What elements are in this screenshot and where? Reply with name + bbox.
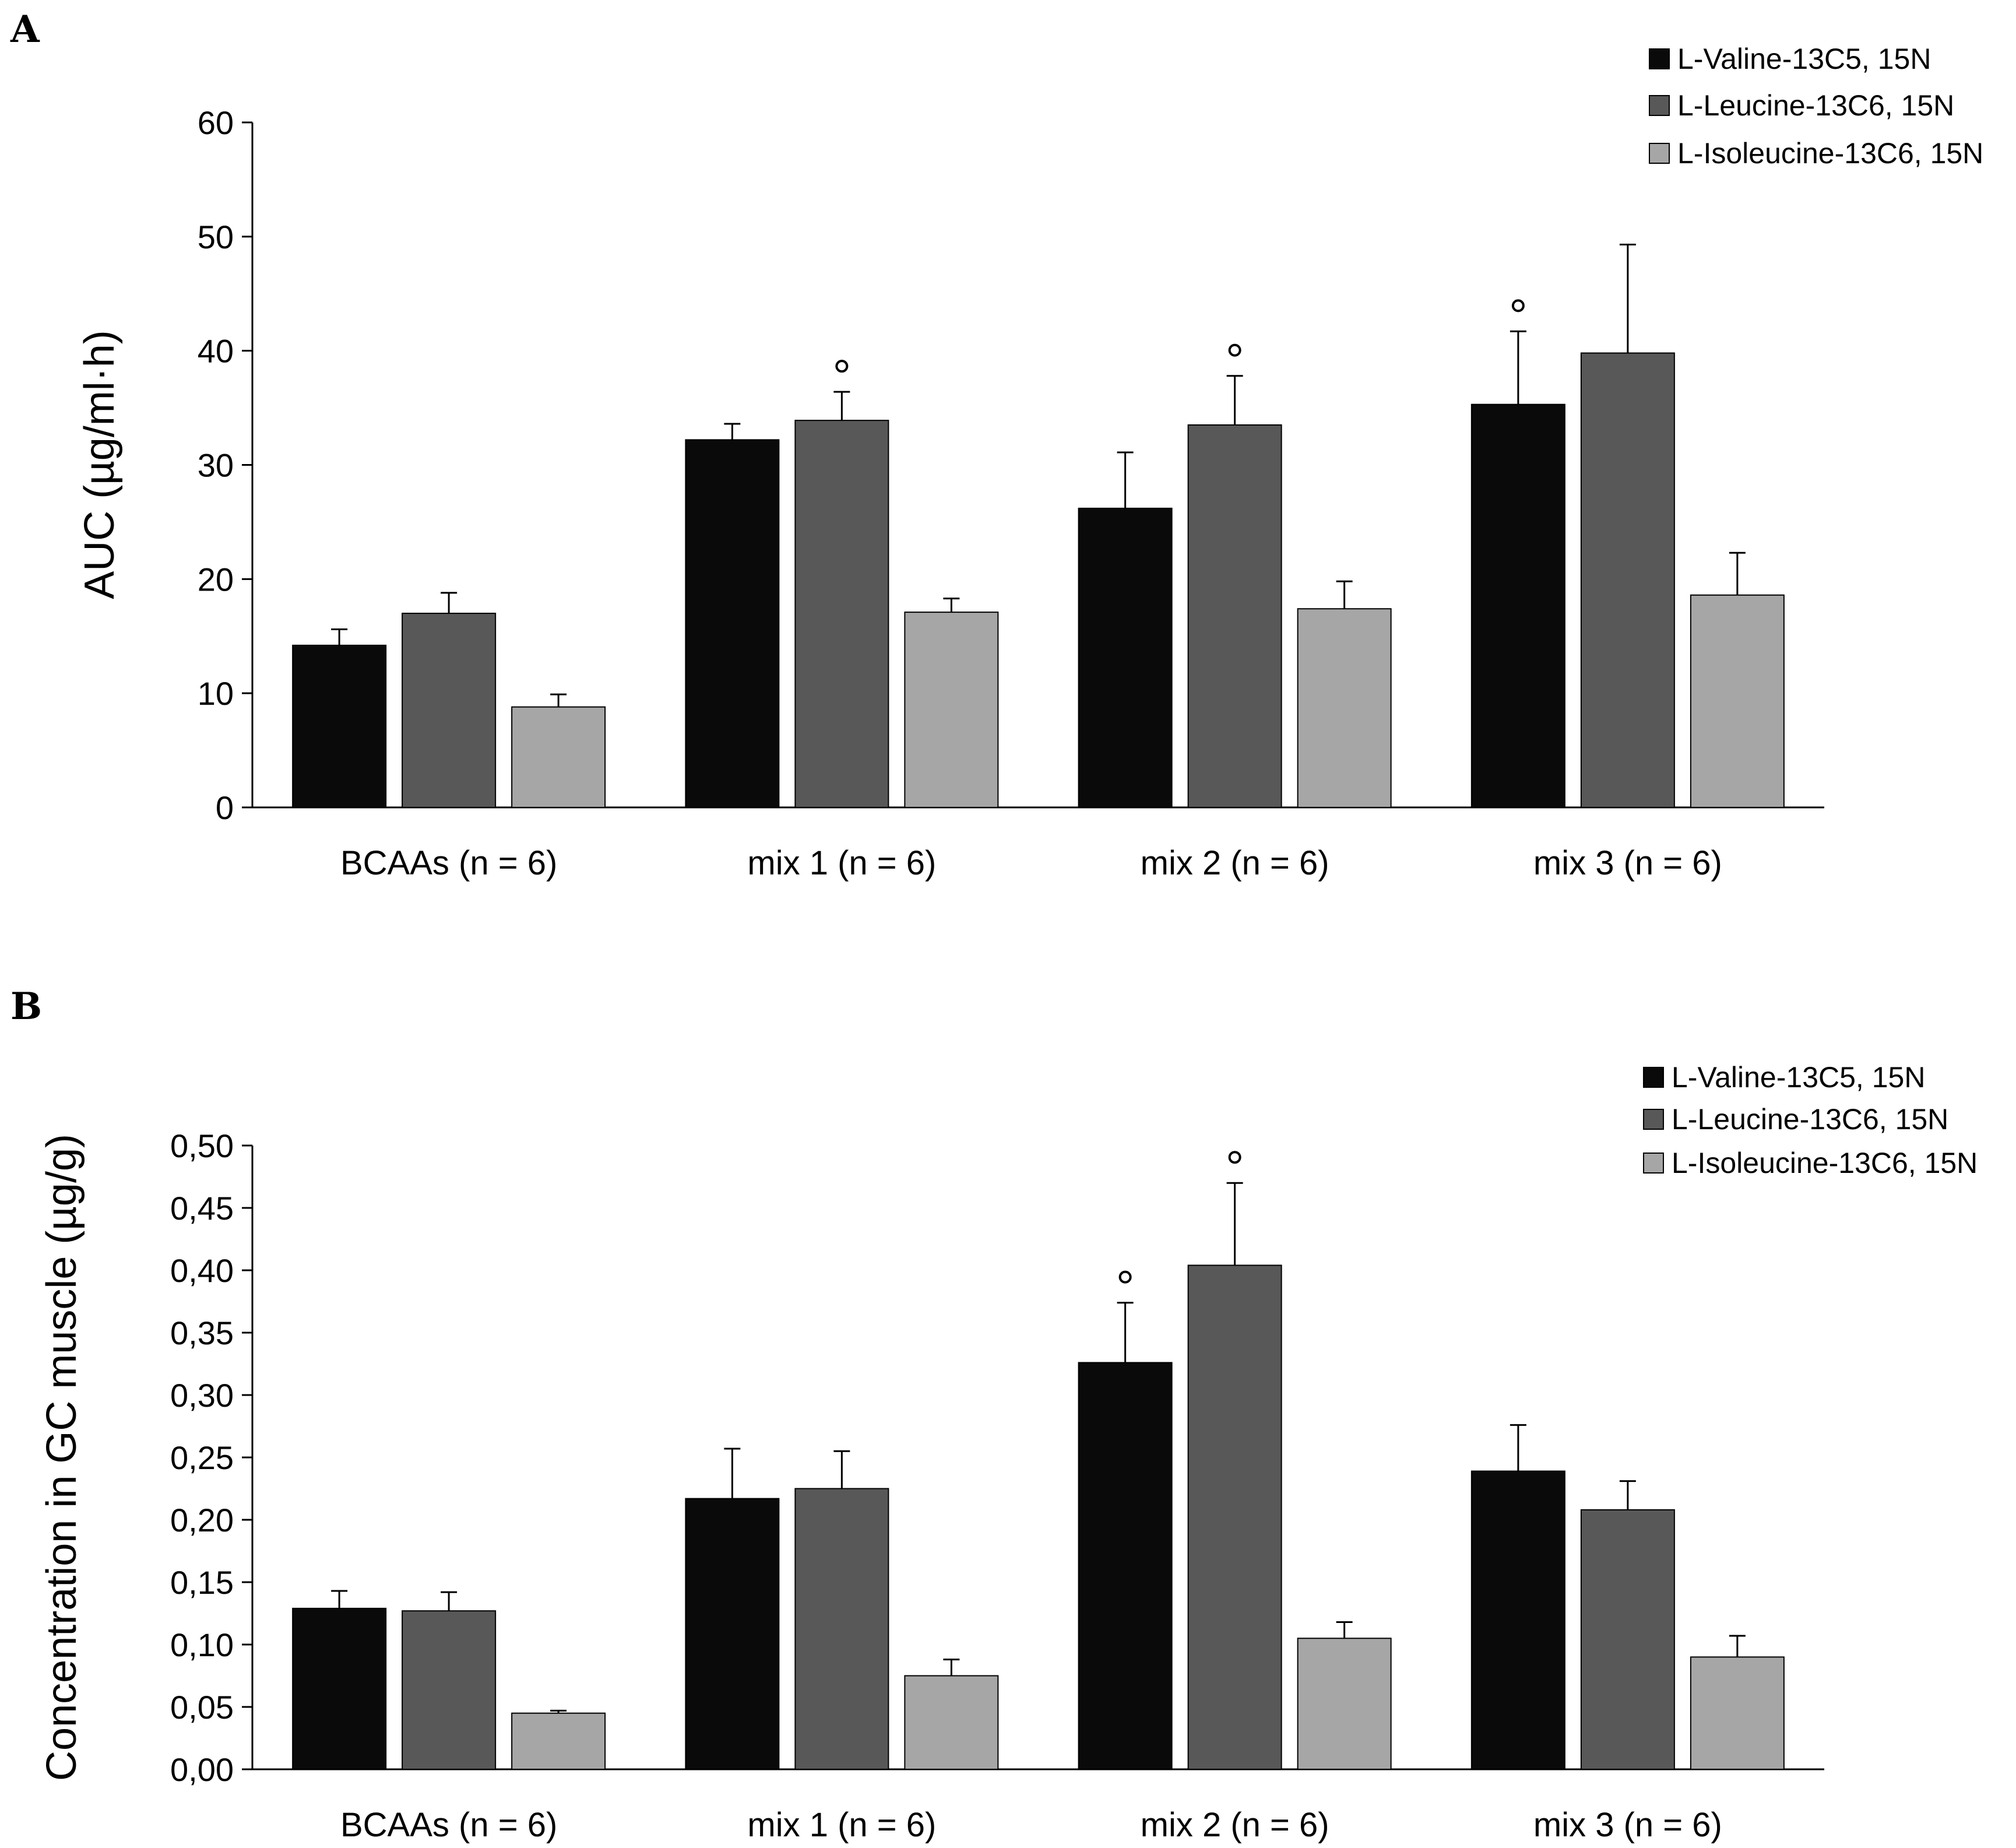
bar [1580,1509,1675,1770]
significance-marker [1511,299,1525,312]
x-tick-label: BCAAs (n = 6) [340,1806,557,1844]
y-tick-label: 0,25 [170,1439,234,1476]
bar [1580,352,1675,808]
legend-label: L-Leucine-13C6, 15N [1672,1103,1948,1136]
legend-label: L-Valine-13C5, 15N [1677,43,1931,75]
bar [904,1675,999,1770]
y-tick-label: 10 [198,675,234,712]
y-axis-title: Concentration in GC muscle (µg/g) [38,1134,85,1781]
y-tick-label: 50 [198,219,234,255]
y-tick-label: 0,05 [170,1689,234,1726]
bar [794,1488,889,1770]
bar [1078,1362,1173,1770]
bar [904,612,999,808]
bar [685,1498,780,1770]
y-tick-label: 0,40 [170,1252,234,1289]
bar [511,706,606,808]
significance-marker [1118,1270,1132,1284]
bar [1297,1638,1392,1770]
y-tick-label: 30 [198,447,234,484]
legend-swatch [1643,1109,1664,1130]
bar [292,644,387,808]
bar [402,613,497,809]
y-tick-label: 40 [198,333,234,370]
x-tick-label: mix 1 (n = 6) [747,844,936,882]
bar [1470,1470,1565,1770]
bar [402,1610,497,1770]
bar [1470,403,1565,808]
y-tick-label: 60 [198,104,234,141]
bar [511,1712,606,1770]
y-tick-label: 0,30 [170,1377,234,1414]
legend-swatch [1649,143,1670,164]
y-tick-label: 0,45 [170,1190,234,1227]
bar [292,1607,387,1770]
chart-a: 0 10 20 30 40 50 60 AUC (µg/ml·h) BCAAs (n = 6) m… [76,43,1983,882]
x-tick-label: mix 2 (n = 6) [1141,844,1329,882]
bar [1690,594,1785,808]
bar [1690,1656,1785,1770]
x-tick-label: mix 3 (n = 6) [1533,844,1722,882]
legend-swatch [1643,1153,1664,1174]
y-axis-title: AUC (µg/ml·h) [76,330,123,599]
y-tick-label: 0,20 [170,1502,234,1538]
x-tick-label: mix 2 (n = 6) [1141,1806,1329,1844]
y-tick-label: 0,10 [170,1626,234,1663]
significance-marker [1228,343,1241,357]
significance-marker [835,360,849,373]
legend-swatch [1643,1067,1664,1088]
legend-label: L-Isoleucine-13C6, 15N [1677,137,1983,170]
y-tick-label: 20 [198,561,234,598]
y-tick-label: 0,35 [170,1315,234,1351]
bar [1078,507,1173,808]
bar [685,439,780,808]
legend-label: L-Valine-13C5, 15N [1672,1061,1925,1094]
bar [1297,608,1392,808]
significance-marker [1228,1151,1241,1164]
x-tick-label: mix 1 (n = 6) [747,1806,936,1844]
x-tick-label: BCAAs (n = 6) [340,844,557,882]
panel-b-label: B [10,985,42,1028]
panel-a-label: A [10,8,40,51]
x-tick-label: mix 3 (n = 6) [1533,1806,1722,1844]
y-tick-label: 0,50 [170,1127,234,1164]
y-tick-label: 0,15 [170,1564,234,1601]
y-tick-label: 0,00 [170,1751,234,1788]
bar [794,420,889,808]
legend-label: L-Isoleucine-13C6, 15N [1672,1147,1978,1179]
legend-swatch [1649,95,1670,116]
bar [1187,424,1282,808]
legend-swatch [1649,48,1670,69]
bar [1187,1264,1282,1770]
chart-b: 0,00 0,05 0,10 0,15 0,20 0,25 0,30 0,35 0,40 0,45… [38,1061,1978,1844]
y-tick-label: 0 [216,789,234,826]
legend-label: L-Leucine-13C6, 15N [1677,89,1954,122]
